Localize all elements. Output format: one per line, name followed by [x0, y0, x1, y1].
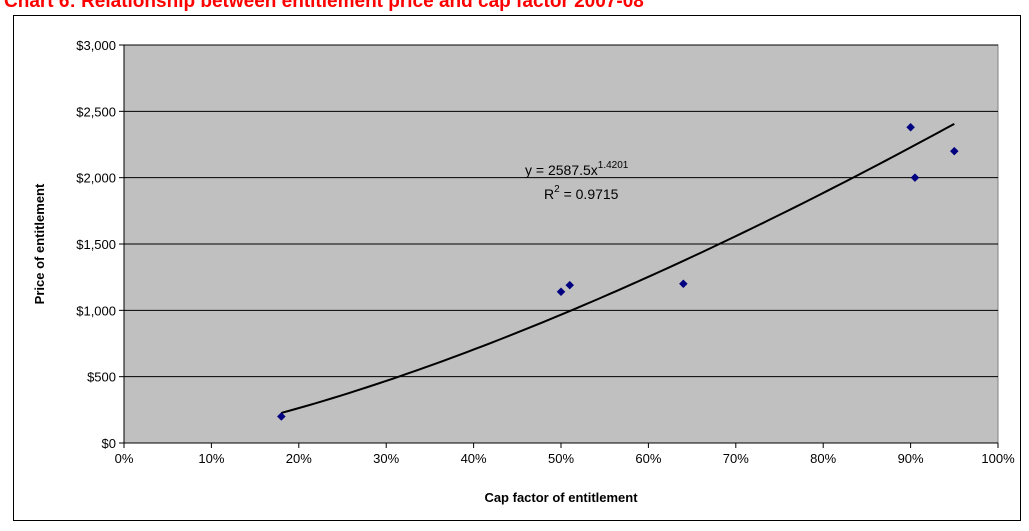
x-tick-label: 90%: [898, 451, 924, 466]
data-points: [276, 122, 959, 421]
trendline: [281, 122, 955, 414]
y-tick-label: $1,000: [76, 303, 116, 318]
r-squared-label: R2 = 0.9715: [544, 184, 619, 202]
data-point: [910, 173, 920, 183]
chart-frame: $0 $500 $1,000 $1,500 $2,000 $2,500 $3,000 0% 10…: [13, 15, 1021, 521]
y-tick-label: $1,500: [76, 237, 116, 252]
y-tick-label: $500: [87, 370, 116, 385]
scatter-chart: $0 $500 $1,000 $1,500 $2,000 $2,500 $3,000 0% 10…: [32, 38, 1015, 505]
x-tick-label: 30%: [373, 451, 399, 466]
data-point: [906, 122, 915, 132]
x-tick-label: 70%: [723, 451, 749, 466]
gridlines: [124, 44, 998, 378]
trendline-group: [281, 122, 955, 414]
y-tick-label: $2,000: [76, 171, 116, 186]
y-tick-label: $2,500: [76, 104, 116, 119]
x-tick-label: 10%: [198, 451, 224, 466]
data-point: [949, 146, 959, 156]
x-tick-label: 60%: [635, 451, 661, 466]
x-axis-label: Cap factor of entitlement: [484, 490, 638, 505]
data-point: [565, 280, 575, 290]
x-tick-label: 40%: [461, 451, 487, 466]
axes: $0 $500 $1,000 $1,500 $2,000 $2,500 $3,000 0% 10…: [76, 38, 1015, 466]
data-point: [679, 279, 688, 289]
x-tick-label: 100%: [981, 451, 1015, 466]
x-tick-label: 20%: [286, 451, 312, 466]
y-tick-label: $0: [102, 436, 116, 451]
x-tick-label: 50%: [548, 451, 574, 466]
data-point: [276, 412, 286, 421]
trendline-equation: y = 2587.5x1.4201: [525, 160, 629, 178]
y-tick-label: $3,000: [76, 38, 116, 53]
chart-title: Chart 6: Relationship between entitlemen…: [4, 0, 644, 12]
x-tick-label: 0%: [115, 451, 134, 466]
data-point: [556, 287, 566, 297]
x-tick-label: 80%: [810, 451, 836, 466]
y-axis-label: Price of entitlement: [32, 183, 47, 304]
